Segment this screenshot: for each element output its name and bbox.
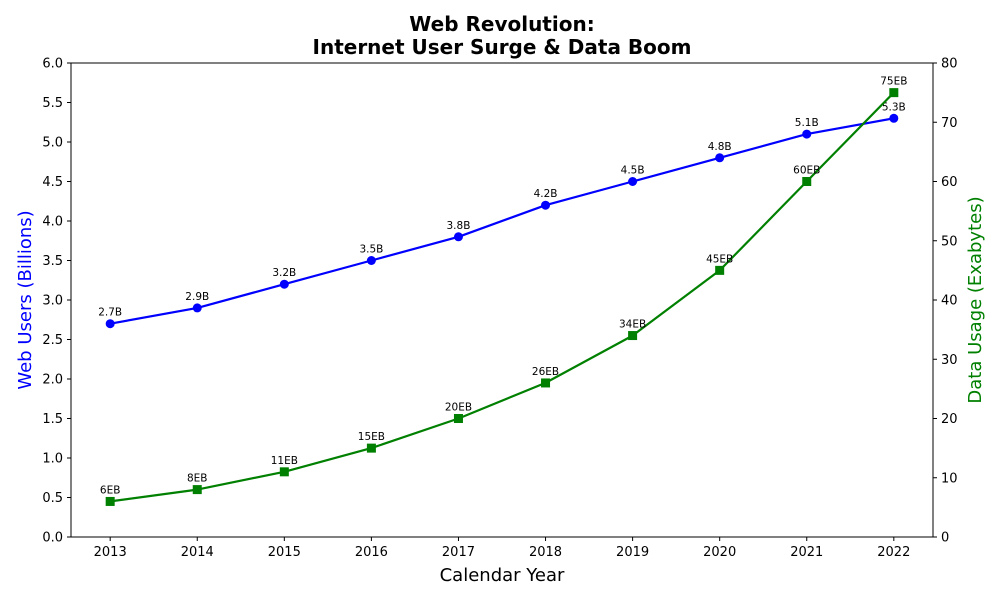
right-y-tick-label: 40: [941, 294, 958, 309]
series-0-data-label: 3.5B: [359, 244, 383, 256]
series-1-data-label: 60EB: [793, 165, 820, 177]
x-tick-label: 2018: [529, 545, 562, 560]
series-1-point: [192, 485, 202, 495]
x-tick-label: 2017: [442, 545, 475, 560]
series-1-point: [366, 443, 376, 453]
series-0-point: [802, 129, 812, 139]
left-y-tick-label: 4.0: [42, 215, 63, 230]
left-y-tick-label: 0.5: [42, 491, 63, 506]
series-0-data-label: 2.9B: [185, 291, 209, 303]
series-0-data-label: 4.5B: [621, 165, 645, 177]
series-0-data-label: 2.7B: [98, 307, 122, 319]
left-y-tick-label: 2.0: [42, 373, 63, 388]
series-1-data-label: 6EB: [100, 484, 121, 496]
right-y-tick-label: 10: [941, 471, 958, 486]
left-y-tick-label: 0.0: [42, 531, 63, 546]
series-1-data-label: 8EB: [187, 473, 208, 485]
left-y-tick-label: 3.5: [42, 254, 63, 269]
series-1-data-label: 15EB: [358, 431, 385, 443]
x-tick-label: 2015: [268, 545, 301, 560]
series-0-data-label: 5.3B: [882, 101, 906, 113]
right-y-tick-label: 70: [941, 116, 958, 131]
series-0-point: [279, 279, 289, 289]
series-0-data-label: 3.2B: [272, 267, 296, 279]
series-0-point: [366, 256, 376, 265]
x-tick-label: 2014: [181, 545, 214, 560]
series-1-line: [110, 91, 895, 503]
series-0-data-label: 5.1B: [795, 117, 819, 129]
chart-title-line2: Internet User Surge & Data Boom: [313, 35, 692, 59]
x-tick-label: 2016: [355, 545, 388, 560]
series-0-data-label: 3.8B: [447, 220, 471, 232]
chart-marks-layer: 2013 2014 2015 2016 2017 2018 2019 2020 2021 2022…: [42, 57, 957, 561]
series-1-point: [105, 496, 115, 506]
x-tick-label: 2022: [877, 545, 910, 560]
x-tick-label: 2013: [94, 545, 127, 560]
series-1-point: [628, 331, 638, 341]
series-1-data-label: 75EB: [880, 76, 907, 88]
series-0-point: [541, 200, 551, 210]
right-y-tick-label: 80: [941, 57, 958, 72]
left-y-axis-label: Web Users (Billions): [15, 210, 36, 389]
x-tick-label: 2019: [616, 545, 649, 560]
right-y-tick-label: 20: [941, 412, 958, 427]
series-0-data-label: 4.2B: [534, 188, 558, 200]
x-tick-label: 2020: [703, 545, 736, 560]
series-0-point: [628, 177, 638, 186]
left-y-tick-label: 6.0: [42, 57, 63, 72]
series-1-point: [453, 414, 463, 423]
series-1-point: [541, 378, 551, 388]
series-1-point: [279, 467, 289, 477]
right-y-tick-label: 60: [941, 175, 958, 190]
series-0-point: [192, 303, 202, 313]
series-0-point: [105, 319, 115, 329]
right-y-tick-label: 50: [941, 234, 958, 249]
x-axis-label: Calendar Year: [440, 565, 565, 586]
right-y-axis-label: Data Usage (Exabytes): [965, 196, 986, 403]
series-0-line: [110, 117, 894, 325]
left-y-tick-label: 5.0: [42, 136, 63, 151]
left-y-tick-label: 2.5: [42, 333, 63, 348]
series-1-point: [715, 265, 725, 275]
right-y-tick-label: 0: [941, 531, 949, 546]
series-1-point: [889, 88, 899, 98]
series-0-point: [715, 153, 725, 163]
series-0-point: [453, 232, 463, 242]
series-1-point: [802, 177, 812, 186]
series-1-data-label: 26EB: [532, 366, 559, 378]
chart-title-line1: Web Revolution:: [409, 12, 594, 36]
series-1-data-label: 11EB: [271, 455, 298, 467]
right-y-tick-label: 30: [941, 353, 958, 368]
left-y-tick-label: 4.5: [42, 175, 63, 190]
series-1-data-label: 45EB: [706, 253, 733, 265]
series-0-point: [889, 113, 899, 123]
left-y-tick-label: 1.5: [42, 412, 63, 427]
series-0-data-label: 4.8B: [708, 141, 732, 153]
x-tick-label: 2021: [790, 545, 823, 560]
left-y-tick-label: 3.0: [42, 294, 63, 309]
left-y-tick-label: 1.0: [42, 452, 63, 467]
series-1-data-label: 20EB: [445, 402, 472, 414]
left-y-tick-label: 5.5: [42, 96, 63, 111]
series-1-data-label: 34EB: [619, 319, 646, 331]
